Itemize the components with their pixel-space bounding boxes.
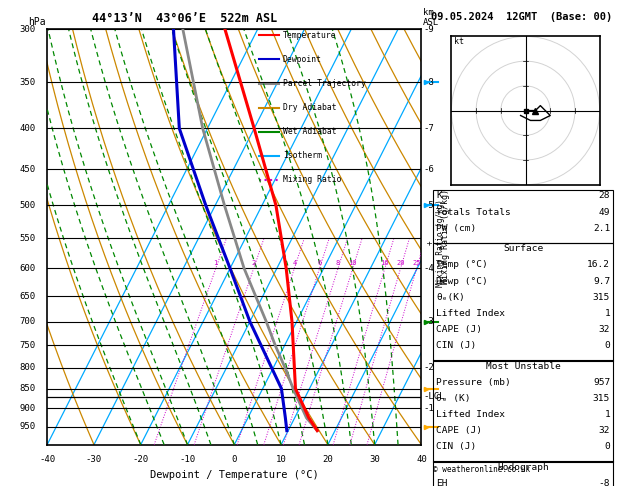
Text: -2: -2 xyxy=(423,363,434,372)
Text: PW (cm): PW (cm) xyxy=(436,224,476,233)
Text: 315: 315 xyxy=(593,293,610,302)
Text: kt: kt xyxy=(454,37,464,46)
Text: -4: -4 xyxy=(423,264,434,273)
Text: Dry Adiabat: Dry Adiabat xyxy=(283,103,337,112)
Text: 300: 300 xyxy=(19,25,35,34)
Text: Temp (°C): Temp (°C) xyxy=(436,260,487,270)
Text: -9: -9 xyxy=(423,25,434,34)
Text: 10: 10 xyxy=(348,260,357,266)
Text: 750: 750 xyxy=(19,341,35,350)
Text: © weatheronline.co.uk: © weatheronline.co.uk xyxy=(433,465,530,474)
Text: 32: 32 xyxy=(599,426,610,435)
Text: 1: 1 xyxy=(214,260,218,266)
Text: -40: -40 xyxy=(39,455,55,464)
Text: 450: 450 xyxy=(19,165,35,174)
Text: Mixing Ratio: Mixing Ratio xyxy=(283,175,342,185)
Text: K: K xyxy=(436,191,442,201)
Text: 30: 30 xyxy=(369,455,380,464)
Text: Temperature: Temperature xyxy=(283,31,337,40)
Text: 0: 0 xyxy=(604,341,610,350)
Text: θₑ(K): θₑ(K) xyxy=(436,293,465,302)
Text: Wet Adiabat: Wet Adiabat xyxy=(283,127,337,136)
Text: Lifted Index: Lifted Index xyxy=(436,410,505,419)
Text: 6: 6 xyxy=(318,260,321,266)
Text: 40: 40 xyxy=(416,455,427,464)
Text: Dewpoint / Temperature (°C): Dewpoint / Temperature (°C) xyxy=(150,469,319,480)
Text: 950: 950 xyxy=(19,422,35,432)
Text: -8: -8 xyxy=(423,78,434,87)
Text: +
Mixing Ratio (g/kg): + Mixing Ratio (g/kg) xyxy=(426,199,445,287)
Text: -LCL: -LCL xyxy=(423,392,445,401)
Text: 10: 10 xyxy=(276,455,286,464)
Text: Lifted Index: Lifted Index xyxy=(436,309,505,318)
Text: 900: 900 xyxy=(19,404,35,413)
Text: 1: 1 xyxy=(604,309,610,318)
Text: km
ASL: km ASL xyxy=(423,8,440,27)
Text: 44°13’N  43°06’E  522m ASL: 44°13’N 43°06’E 522m ASL xyxy=(92,12,277,25)
Text: -6: -6 xyxy=(423,165,434,174)
Text: Surface: Surface xyxy=(503,244,543,254)
Text: Most Unstable: Most Unstable xyxy=(486,362,560,371)
Text: -20: -20 xyxy=(133,455,149,464)
Text: -7: -7 xyxy=(423,124,434,133)
Text: 16.2: 16.2 xyxy=(587,260,610,270)
Text: EH: EH xyxy=(436,479,447,486)
Text: 800: 800 xyxy=(19,363,35,372)
Text: 550: 550 xyxy=(19,234,35,243)
Text: 8: 8 xyxy=(336,260,340,266)
Text: -1: -1 xyxy=(423,404,434,413)
Text: 2.1: 2.1 xyxy=(593,224,610,233)
Text: Isotherm: Isotherm xyxy=(283,152,322,160)
Text: Dewp (°C): Dewp (°C) xyxy=(436,277,487,286)
Text: Parcel Trajectory: Parcel Trajectory xyxy=(283,79,366,88)
Text: θₑ (K): θₑ (K) xyxy=(436,394,470,403)
Text: 1: 1 xyxy=(604,410,610,419)
Text: Dewpoint: Dewpoint xyxy=(283,55,322,64)
Text: -30: -30 xyxy=(86,455,102,464)
Text: 650: 650 xyxy=(19,292,35,300)
Text: 957: 957 xyxy=(593,378,610,387)
Text: 350: 350 xyxy=(19,78,35,87)
Text: 2: 2 xyxy=(252,260,256,266)
Text: 09.05.2024  12GMT  (Base: 00): 09.05.2024 12GMT (Base: 00) xyxy=(431,12,612,22)
Text: -10: -10 xyxy=(179,455,196,464)
Text: Mixing Ratio (g/kg): Mixing Ratio (g/kg) xyxy=(442,190,450,284)
Text: -8: -8 xyxy=(599,479,610,486)
Text: 400: 400 xyxy=(19,124,35,133)
Text: 28: 28 xyxy=(599,191,610,201)
Text: 16: 16 xyxy=(381,260,389,266)
Text: 0: 0 xyxy=(604,442,610,451)
Text: hPa: hPa xyxy=(28,17,46,27)
Text: Totals Totals: Totals Totals xyxy=(436,208,511,217)
Text: Pressure (mb): Pressure (mb) xyxy=(436,378,511,387)
Text: CIN (J): CIN (J) xyxy=(436,442,476,451)
Text: CAPE (J): CAPE (J) xyxy=(436,426,482,435)
Text: 20: 20 xyxy=(323,455,333,464)
Text: 20: 20 xyxy=(396,260,405,266)
Text: 600: 600 xyxy=(19,264,35,273)
Text: 25: 25 xyxy=(413,260,421,266)
Text: -3: -3 xyxy=(423,317,434,326)
Text: 0: 0 xyxy=(231,455,237,464)
Text: Hodograph: Hodograph xyxy=(497,463,549,472)
Text: 850: 850 xyxy=(19,384,35,393)
Text: 49: 49 xyxy=(599,208,610,217)
Text: 500: 500 xyxy=(19,201,35,210)
Text: 315: 315 xyxy=(593,394,610,403)
Text: CAPE (J): CAPE (J) xyxy=(436,325,482,334)
Text: -5: -5 xyxy=(423,201,434,210)
Text: 9.7: 9.7 xyxy=(593,277,610,286)
Text: 4: 4 xyxy=(292,260,296,266)
Text: CIN (J): CIN (J) xyxy=(436,341,476,350)
Text: 32: 32 xyxy=(599,325,610,334)
Text: 700: 700 xyxy=(19,317,35,326)
